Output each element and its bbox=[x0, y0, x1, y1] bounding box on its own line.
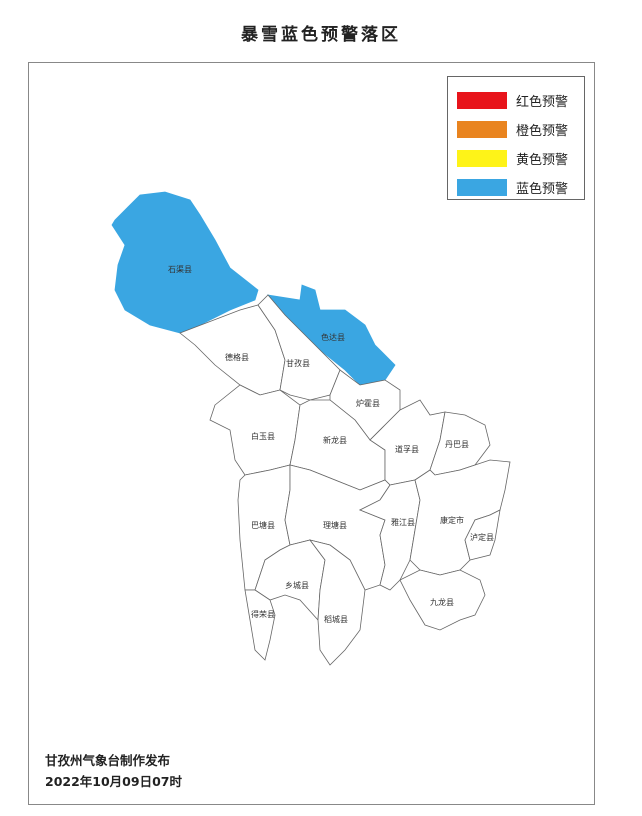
county-region bbox=[309, 539, 366, 666]
county-label: 康定市 bbox=[440, 515, 464, 525]
legend-swatch bbox=[457, 92, 507, 109]
county-region bbox=[399, 569, 486, 631]
county-label: 道孚县 bbox=[395, 444, 419, 454]
county-region bbox=[111, 191, 259, 334]
county-label: 德格县 bbox=[225, 352, 249, 362]
county-region bbox=[257, 294, 341, 401]
county-label: 新龙县 bbox=[323, 435, 347, 445]
county-label: 雅江县 bbox=[391, 517, 415, 527]
legend: 红色预警 橙色预警 黄色预警 蓝色预警 bbox=[447, 76, 585, 200]
county-label: 巴塘县 bbox=[251, 520, 275, 530]
county-label: 白玉县 bbox=[251, 431, 275, 441]
legend-item-orange: 橙色预警 bbox=[457, 115, 584, 144]
county-label: 石渠县 bbox=[168, 264, 192, 274]
publisher-text: 甘孜州气象台制作发布 bbox=[45, 753, 171, 768]
county-label: 稻城县 bbox=[324, 614, 348, 624]
county-region bbox=[209, 384, 301, 476]
county-label: 乡城县 bbox=[285, 581, 309, 590]
legend-swatch bbox=[457, 150, 507, 167]
legend-item-yellow: 黄色预警 bbox=[457, 144, 584, 173]
map-title: 暴雪蓝色预警落区 bbox=[241, 25, 401, 45]
county-region bbox=[464, 509, 501, 561]
map-frame bbox=[28, 62, 595, 805]
county-label: 甘孜县 bbox=[286, 358, 310, 368]
county-region bbox=[244, 589, 276, 661]
county-label: 泸定县 bbox=[470, 532, 494, 542]
county-label: 理塘县 bbox=[323, 520, 347, 530]
legend-item-red: 红色预警 bbox=[457, 86, 584, 115]
county-label: 得荣县 bbox=[251, 609, 275, 619]
legend-item-blue: 蓝色预警 bbox=[457, 173, 584, 202]
county-label: 色达县 bbox=[321, 332, 345, 342]
county-label: 丹巴县 bbox=[445, 440, 469, 449]
legend-swatch bbox=[457, 121, 507, 138]
county-label: 九龙县 bbox=[430, 597, 454, 607]
county-label: 炉霍县 bbox=[356, 398, 380, 408]
issue-datetime: 2022年10月09日07时 bbox=[45, 774, 182, 789]
legend-swatch bbox=[457, 179, 507, 196]
